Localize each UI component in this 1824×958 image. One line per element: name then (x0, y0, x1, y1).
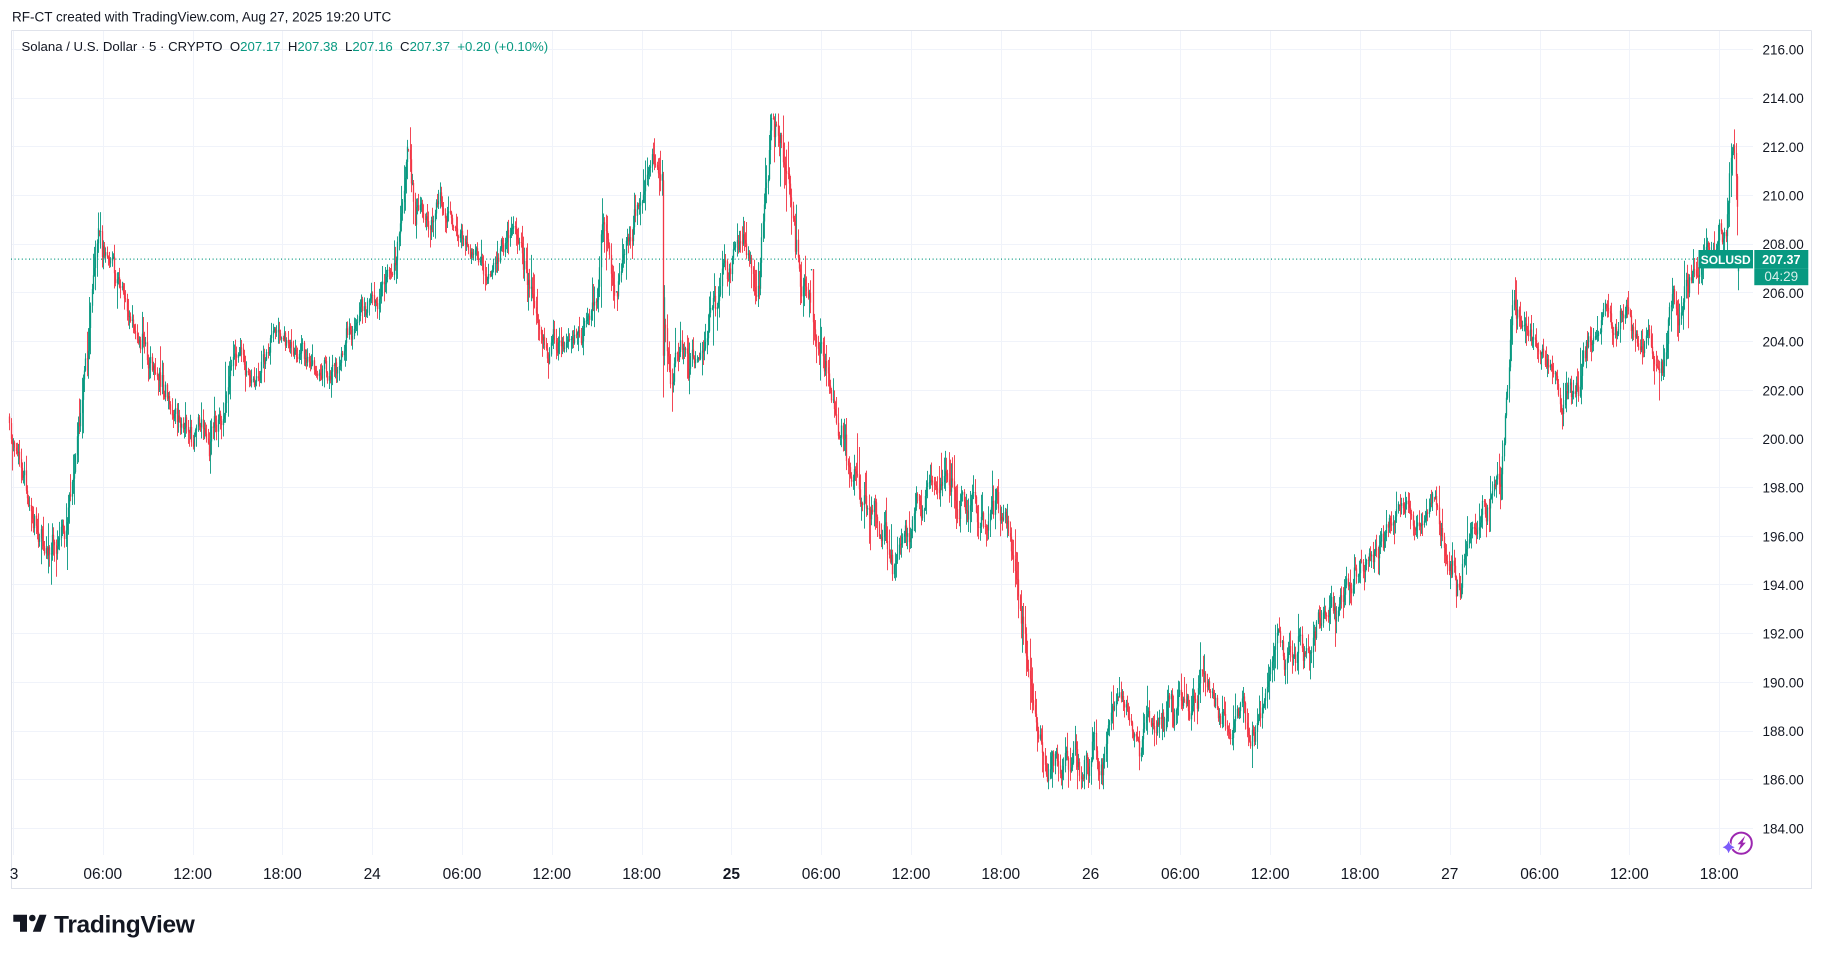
svg-text:198.00: 198.00 (1763, 481, 1804, 496)
svg-text:18:00: 18:00 (263, 866, 302, 883)
svg-text:06:00: 06:00 (1520, 866, 1559, 883)
svg-text:192.00: 192.00 (1763, 627, 1804, 642)
svg-text:184.00: 184.00 (1763, 821, 1804, 836)
svg-text:18:00: 18:00 (622, 866, 661, 883)
svg-text:188.00: 188.00 (1763, 724, 1804, 739)
svg-text:214.00: 214.00 (1763, 91, 1804, 106)
svg-text:12:00: 12:00 (1610, 866, 1649, 883)
svg-text:12:00: 12:00 (173, 866, 212, 883)
svg-text:25: 25 (723, 866, 741, 883)
svg-text:04:29: 04:29 (1764, 269, 1798, 284)
svg-text:212.00: 212.00 (1763, 140, 1804, 155)
svg-text:TradingView: TradingView (54, 912, 196, 939)
svg-text:186.00: 186.00 (1763, 773, 1804, 788)
svg-text:SOLUSD: SOLUSD (1701, 253, 1751, 267)
svg-text:194.00: 194.00 (1763, 578, 1804, 593)
svg-text:Solana / U.S. Dollar · 5 · CRY: Solana / U.S. Dollar · 5 · CRYPTO O207.1… (22, 39, 549, 54)
svg-text:26: 26 (1082, 866, 1099, 883)
svg-text:208.00: 208.00 (1763, 237, 1804, 252)
svg-text:24: 24 (364, 866, 382, 883)
svg-text:210.00: 210.00 (1763, 189, 1804, 204)
svg-text:RF-CT created with TradingView: RF-CT created with TradingView.com, Aug … (12, 10, 391, 25)
svg-text:12:00: 12:00 (532, 866, 571, 883)
svg-text:06:00: 06:00 (83, 866, 122, 883)
svg-text:06:00: 06:00 (443, 866, 482, 883)
svg-text:216.00: 216.00 (1763, 43, 1804, 58)
svg-text:27: 27 (1441, 866, 1458, 883)
svg-text:18:00: 18:00 (1341, 866, 1380, 883)
svg-text:204.00: 204.00 (1763, 335, 1804, 350)
svg-text:3: 3 (10, 866, 19, 883)
svg-text:18:00: 18:00 (1700, 866, 1739, 883)
svg-text:196.00: 196.00 (1763, 529, 1804, 544)
svg-text:190.00: 190.00 (1763, 675, 1804, 690)
svg-text:12:00: 12:00 (892, 866, 931, 883)
svg-text:06:00: 06:00 (802, 866, 841, 883)
svg-text:202.00: 202.00 (1763, 383, 1804, 398)
svg-text:06:00: 06:00 (1161, 866, 1200, 883)
svg-text:18:00: 18:00 (981, 866, 1020, 883)
svg-text:206.00: 206.00 (1763, 286, 1804, 301)
svg-text:12:00: 12:00 (1251, 866, 1290, 883)
svg-text:207.37: 207.37 (1762, 253, 1800, 267)
svg-text:200.00: 200.00 (1763, 432, 1804, 447)
